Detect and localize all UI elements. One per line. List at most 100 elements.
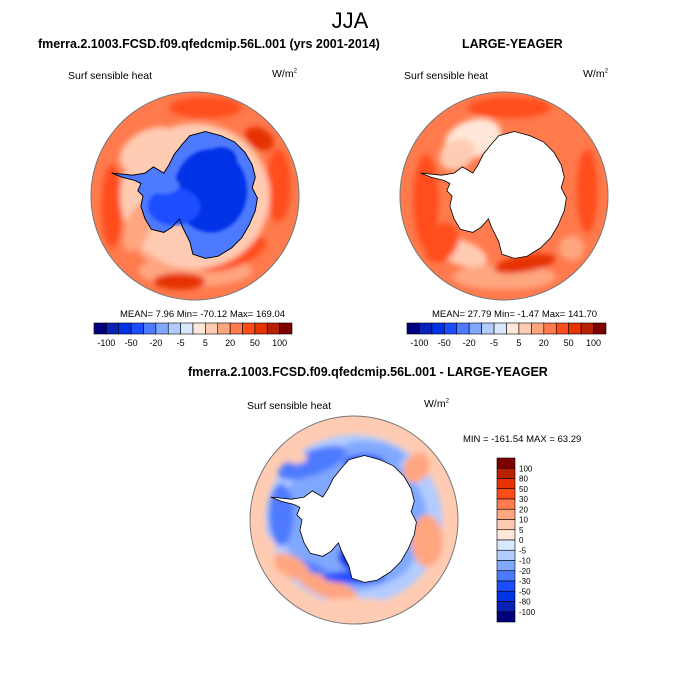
contour-region: [439, 138, 475, 171]
colorbar-tick-label: 100: [586, 338, 601, 348]
colorbar-swatch: [496, 601, 516, 613]
colorbar-swatch: [167, 322, 181, 335]
panel3-units: W/m2: [424, 398, 449, 410]
panel3-variable: Surf sensible heat: [247, 400, 332, 412]
colorbar-swatch: [496, 580, 516, 592]
units-text: W/m: [424, 398, 446, 410]
colorbar-swatch: [506, 322, 520, 335]
panel1-title: fmerra.2.1003.FCSD.f09.qfedcmip.56L.001 …: [38, 37, 380, 51]
colorbar-swatch: [419, 322, 433, 335]
colorbar-swatch: [205, 322, 219, 335]
units-text: W/m: [272, 68, 294, 80]
colorbar-swatch: [406, 322, 420, 335]
colorbar-swatch: [580, 322, 594, 335]
colorbar-swatch: [180, 322, 194, 335]
colorbar-tick-label: -80: [519, 598, 531, 607]
colorbar-swatch: [496, 467, 516, 479]
colorbar-swatch: [493, 322, 507, 335]
contour-region: [277, 445, 347, 480]
colorbar-swatch: [496, 570, 516, 582]
colorbar-tick-label: -100: [410, 338, 428, 348]
colorbar-tick-label: -5: [177, 338, 185, 348]
contour-region: [101, 164, 123, 248]
map-panel1: [90, 91, 300, 301]
colorbar-swatch: [496, 508, 516, 520]
colorbar-swatch: [242, 322, 256, 335]
antarctica-coastline: [111, 131, 258, 259]
units-sup: 2: [445, 398, 449, 405]
contour-region: [559, 235, 585, 261]
colorbar-swatch: [496, 519, 516, 531]
colorbar-tick-label: -5: [490, 338, 498, 348]
colorbar-swatch: [568, 322, 582, 335]
colorbar-tick-label: 100: [272, 338, 287, 348]
units-text: W/m: [583, 68, 605, 80]
colorbar-swatch: [531, 322, 545, 335]
colorbar-tick-label: 0: [519, 536, 524, 545]
colorbar-swatch: [496, 539, 516, 551]
colorbar-swatch: [468, 322, 482, 335]
panel3-stats: MIN = -161.54 MAX = 63.29: [463, 434, 582, 445]
colorbar-swatch: [130, 322, 144, 335]
colorbar-tick-label: 50: [564, 338, 574, 348]
colorbar-tick-label: -20: [519, 567, 531, 576]
colorbar-tick-label: -10: [519, 557, 531, 566]
contour-region: [245, 126, 274, 151]
contour-region: [265, 149, 291, 223]
contour-region: [467, 97, 551, 118]
panel1-variable: Surf sensible heat: [68, 70, 153, 82]
contour-region: [403, 453, 430, 483]
colorbar-swatch: [496, 498, 516, 510]
units-sup: 2: [604, 68, 608, 75]
map-boundary: [249, 415, 459, 625]
colorbar-tick-label: 80: [519, 475, 528, 484]
colorbar-swatch: [155, 322, 169, 335]
figure-title: JJA: [331, 8, 369, 33]
units-sup: 2: [293, 68, 297, 75]
colorbar-tick-label: 10: [519, 516, 528, 525]
panel2-units: W/m2: [583, 68, 608, 80]
panel3-title: fmerra.2.1003.FCSD.f09.qfedcmip.56L.001 …: [188, 365, 548, 379]
colorbar-swatch: [518, 322, 532, 335]
colorbar-tick-label: 20: [539, 338, 549, 348]
map-panel3: [249, 415, 459, 625]
colorbar-swatch: [444, 322, 458, 335]
land-region: [205, 147, 237, 173]
colorbar-swatch: [431, 322, 445, 335]
contour-region: [255, 535, 276, 567]
contour-region: [576, 149, 598, 233]
colorbar-tick-label: 20: [225, 338, 235, 348]
colorbar-swatch: [118, 322, 132, 335]
contour-region: [424, 223, 459, 263]
colorbar-tick-label: 50: [519, 485, 528, 494]
colorbar-swatch: [496, 611, 516, 623]
contour-region: [169, 97, 242, 118]
colorbar-tick-label: -100: [519, 608, 536, 617]
contour-region: [153, 272, 206, 290]
contour-region: [268, 483, 294, 546]
colorbar-swatch: [496, 590, 516, 602]
contour-region: [307, 598, 401, 619]
colorbar-swatch: [143, 322, 157, 335]
colorbar-swatch: [192, 322, 206, 335]
colorbar-tick-label: -20: [463, 338, 476, 348]
land-region: [148, 177, 180, 194]
colorbar-swatch: [496, 529, 516, 541]
contour-region: [272, 553, 311, 581]
panel1-units: W/m2: [272, 68, 297, 80]
colorbar-swatch: [496, 549, 516, 561]
colorbar-swatch: [496, 478, 516, 490]
contour-region: [298, 573, 358, 603]
colorbar-swatch: [496, 457, 516, 469]
colorbar-tick-label: -50: [519, 587, 531, 596]
antarctica-coastline: [270, 455, 417, 583]
colorbar-swatch: [555, 322, 569, 335]
contour-region: [494, 253, 556, 274]
colorbar-tick-label: 50: [250, 338, 260, 348]
panel1-stats: MEAN= 7.96 Min= -70.12 Max= 169.04: [120, 309, 286, 320]
colorbar-tick-label: -30: [519, 577, 531, 586]
colorbar-swatch: [106, 322, 120, 335]
colorbar-swatch: [254, 322, 268, 335]
colorbar-tick-label: -100: [97, 338, 115, 348]
colorbar-tick-label: 20: [519, 505, 528, 514]
